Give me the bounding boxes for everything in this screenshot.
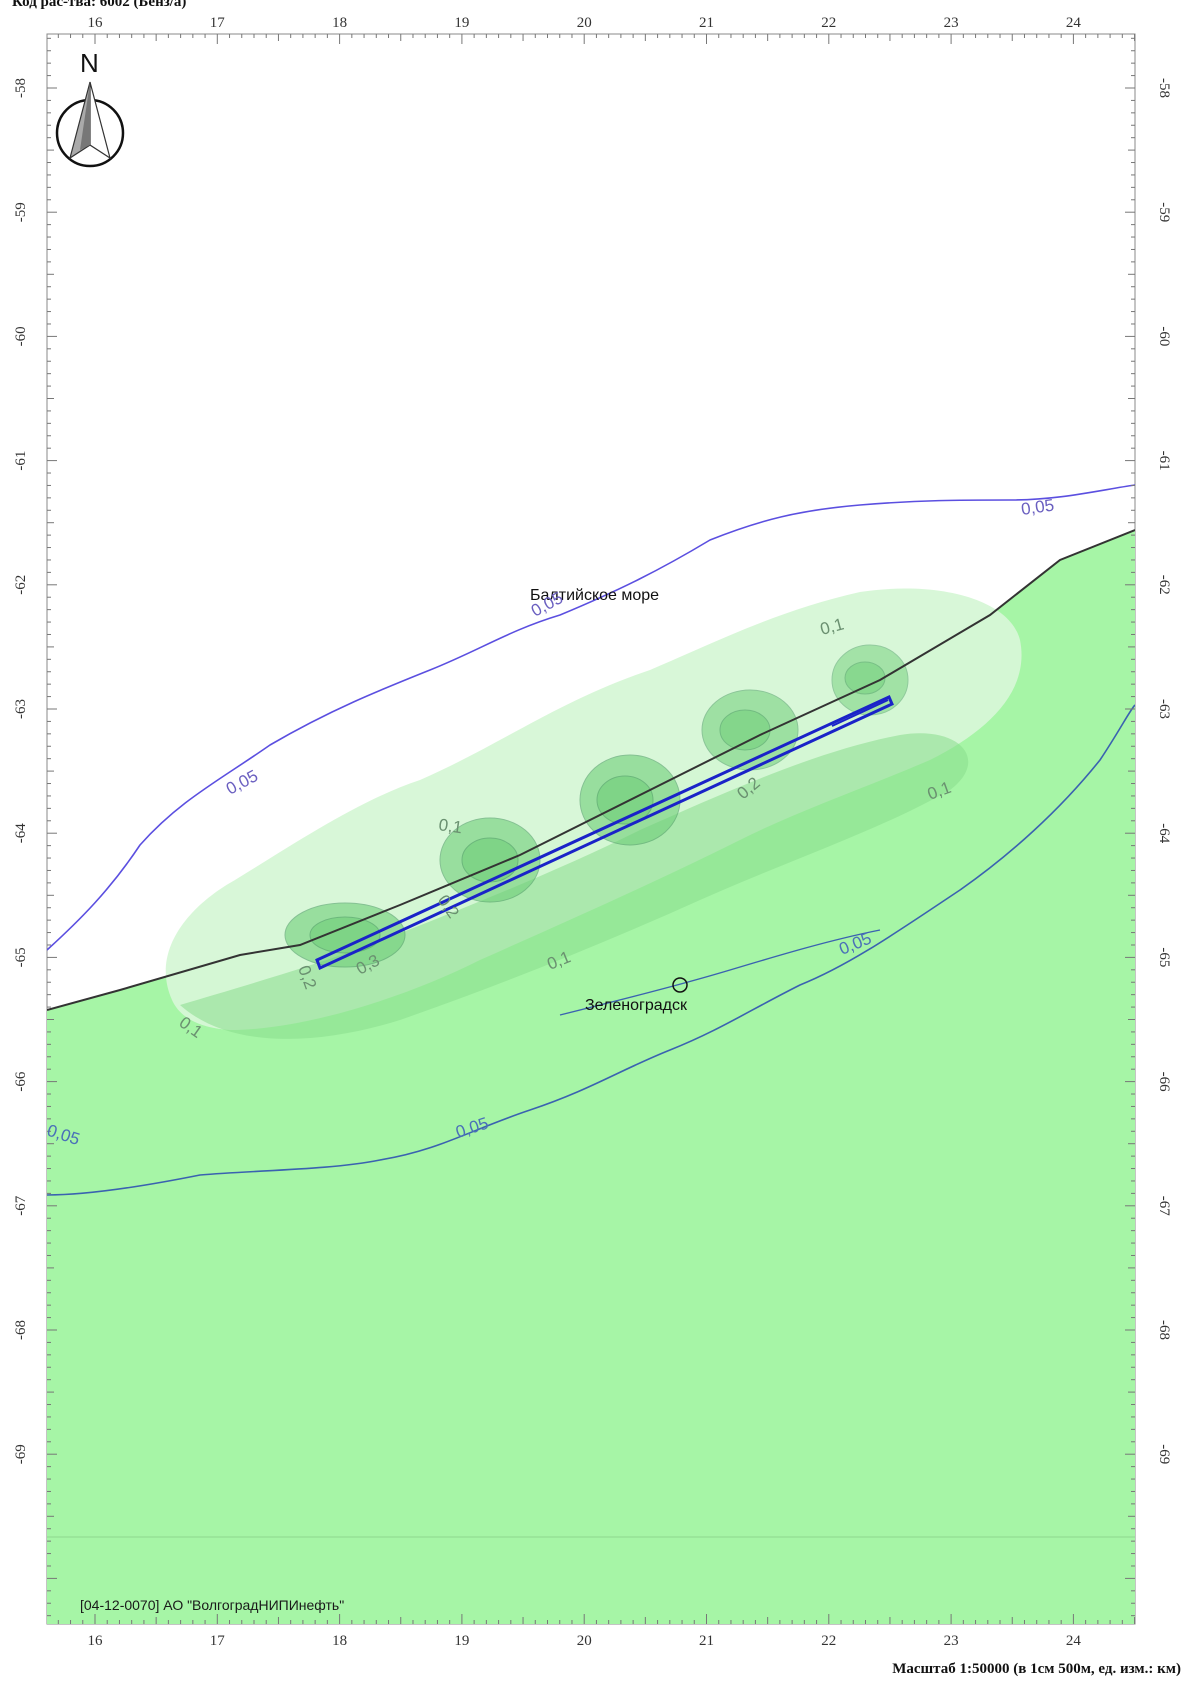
coastline <box>47 529 1135 1011</box>
tick-label: -61 <box>1156 451 1172 471</box>
tick-label: 23 <box>944 15 959 31</box>
map-title: Код рас-тва: 6002 (Бенз/а) <box>12 0 187 10</box>
isoline-land-005-lower <box>47 704 1135 1196</box>
tick-label: -66 <box>13 1071 29 1091</box>
emission-source-tail <box>831 699 889 727</box>
tick-label: 18 <box>332 1633 347 1649</box>
tick-label: 19 <box>454 1633 469 1649</box>
tick-label: -66 <box>1156 1072 1172 1092</box>
tick-label: 20 <box>577 1633 592 1649</box>
tick-label: 22 <box>821 1633 836 1649</box>
tick-label: 20 <box>577 15 592 31</box>
plume-core-4b <box>719 709 771 751</box>
contour-label-005-sea-right: 0,05 <box>1020 496 1055 519</box>
place-label-sea: Балтийское море <box>530 587 659 604</box>
compass-label: N <box>80 48 99 78</box>
tick-label: -68 <box>13 1320 29 1340</box>
isoline-land-005-middle <box>559 929 881 1016</box>
right-ruler <box>1125 37 1135 1617</box>
tick-label: 17 <box>210 15 226 31</box>
tick-label: -65 <box>13 947 29 967</box>
tick-label: -59 <box>1156 202 1172 222</box>
tick-label: -59 <box>13 202 29 222</box>
isoline-sea-005 <box>47 484 1135 951</box>
tick-label: -67 <box>13 1195 29 1215</box>
tick-label: -63 <box>13 699 29 719</box>
top-ruler <box>57 34 1136 44</box>
tick-label: 23 <box>944 1633 959 1649</box>
left-ruler <box>47 37 57 1617</box>
tick-label: 22 <box>821 15 836 31</box>
emission-source <box>315 694 894 971</box>
tick-label: -68 <box>1156 1320 1172 1340</box>
tick-label: -63 <box>1156 699 1172 719</box>
map-credit: [04-12-0070] АО "ВолгоградНИПИнефть" <box>80 1597 344 1613</box>
plume-core-5b <box>844 661 886 695</box>
tick-label: 16 <box>88 1633 104 1649</box>
scale-note: Масштаб 1:50000 (в 1см 500м, ед. изм.: к… <box>892 1661 1181 1677</box>
tick-label: -62 <box>13 575 29 595</box>
tick-label: -60 <box>1156 326 1172 346</box>
tick-label: -58 <box>13 78 29 98</box>
tick-label: 18 <box>332 15 347 31</box>
north-arrow-icon: N <box>55 48 125 168</box>
town-marker <box>672 977 688 993</box>
tick-label: -69 <box>1156 1444 1172 1464</box>
tick-label: -60 <box>13 326 29 346</box>
tick-label: -67 <box>1156 1196 1172 1216</box>
tick-label: -61 <box>13 451 29 471</box>
y-tick-labels-left: -58 -59 -60 -61 -62 -63 -64 -65 -66 -67 -68 -69 <box>13 78 29 1464</box>
contour-label-01-upper: 0,1 <box>437 815 463 837</box>
tick-label: -64 <box>13 823 29 843</box>
tick-label: -64 <box>1156 823 1172 843</box>
plume-core-1b <box>309 916 381 954</box>
x-tick-labels-top: 16 17 18 19 20 21 22 23 24 <box>88 15 1082 31</box>
x-tick-labels-bottom: 16 17 18 19 20 21 22 23 24 <box>88 1633 1082 1649</box>
tick-label: 21 <box>699 1633 714 1649</box>
tick-label: 16 <box>88 15 104 31</box>
tick-label: 17 <box>210 1633 226 1649</box>
tick-label: 21 <box>699 15 714 31</box>
bottom-ruler <box>57 1614 1136 1624</box>
tick-label: -62 <box>1156 575 1172 595</box>
y-tick-labels-right: -58 -59 -60 -61 -62 -63 -64 -65 -66 -67 -68 -69 <box>1156 78 1172 1464</box>
tick-label: 24 <box>1066 1633 1082 1649</box>
tick-label: -58 <box>1156 78 1172 98</box>
tick-label: -65 <box>1156 947 1172 967</box>
tick-label: 24 <box>1066 15 1082 31</box>
tick-label: -69 <box>13 1444 29 1464</box>
place-label-town: Зеленоградск <box>585 997 688 1014</box>
tick-label: 19 <box>454 15 469 31</box>
